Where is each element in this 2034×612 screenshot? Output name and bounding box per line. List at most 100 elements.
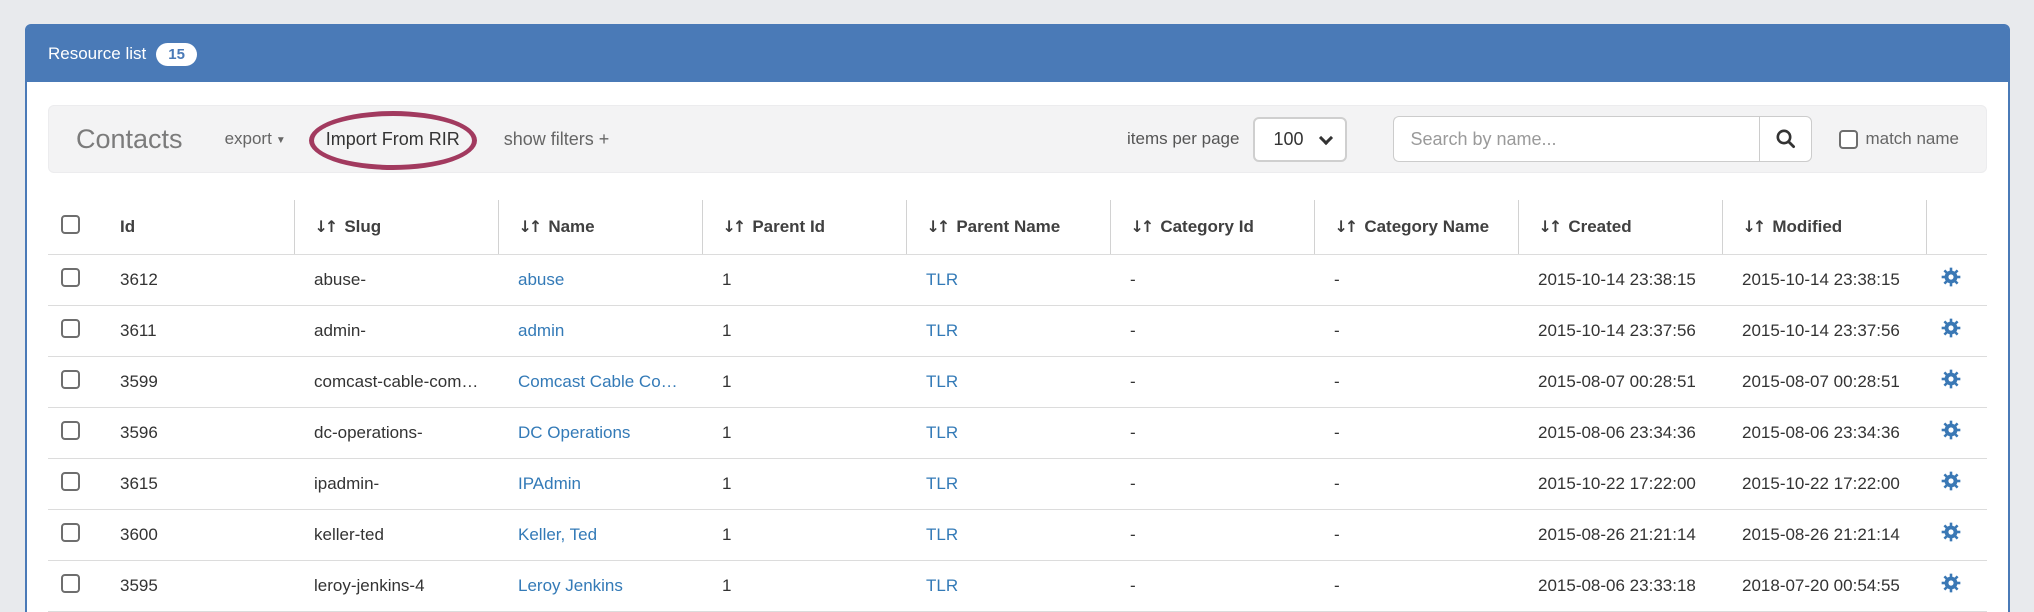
cell-category-name: - <box>1314 407 1518 459</box>
cell-category-name: - <box>1314 305 1518 357</box>
cell-parent-id: 1 <box>702 407 906 459</box>
column-header-parent-id[interactable]: ↓↑ Parent Id <box>701 200 906 255</box>
items-per-page-select-wrap: 100 <box>1253 116 1348 162</box>
name-link[interactable]: admin <box>518 320 565 340</box>
cell-name: abuse <box>498 254 702 306</box>
items-per-page-select[interactable]: 100 <box>1253 116 1348 162</box>
gear-icon <box>1941 420 1961 440</box>
table-row: 3600 keller-ted Keller, Ted 1 TLR - - 20… <box>48 509 1987 561</box>
parent-name-link[interactable]: TLR <box>926 473 959 493</box>
column-header-parent-name[interactable]: ↓↑ Parent Name <box>905 200 1110 255</box>
search-group <box>1393 116 1813 162</box>
parent-name-link[interactable]: TLR <box>926 575 959 595</box>
row-actions-button[interactable] <box>1940 419 1962 441</box>
name-link[interactable]: Leroy Jenkins <box>518 575 623 595</box>
row-actions-button[interactable] <box>1940 317 1962 339</box>
column-header-created[interactable]: ↓↑ Created <box>1517 200 1722 255</box>
gear-icon <box>1941 369 1961 389</box>
column-header-label: Slug <box>344 216 382 236</box>
row-checkbox[interactable] <box>61 420 80 440</box>
row-actions-button[interactable] <box>1940 470 1962 492</box>
row-actions-button[interactable] <box>1940 368 1962 390</box>
gear-icon <box>1941 318 1961 338</box>
export-dropdown[interactable]: export ▼ <box>225 129 286 149</box>
panel-heading: Resource list 15 <box>27 26 2008 82</box>
match-name-checkbox[interactable] <box>1839 129 1859 149</box>
select-all-checkbox[interactable] <box>61 214 80 234</box>
search-button[interactable] <box>1759 116 1813 162</box>
cell-id: 3596 <box>100 407 294 459</box>
name-link[interactable]: IPAdmin <box>518 473 581 493</box>
cell-slug: dc-operations- <box>294 407 498 459</box>
gear-icon <box>1941 267 1961 287</box>
panel-title: Resource list <box>48 44 147 63</box>
name-link[interactable]: abuse <box>518 269 565 289</box>
table-row: 3596 dc-operations- DC Operations 1 TLR … <box>48 407 1987 459</box>
cell-slug: keller-ted <box>294 509 498 561</box>
row-checkbox[interactable] <box>61 318 80 338</box>
caret-down-icon: ▼ <box>275 135 286 146</box>
sort-icon: ↓↑ <box>926 216 951 236</box>
magnifier-icon <box>1776 129 1795 149</box>
cell-modified: 2015-10-14 23:38:15 <box>1722 254 1926 306</box>
parent-name-link[interactable]: TLR <box>926 422 959 442</box>
cell-name: Comcast Cable Co… <box>498 356 702 408</box>
cell-created: 2015-10-22 17:22:00 <box>1518 458 1722 510</box>
cell-category-id: - <box>1110 458 1314 510</box>
row-checkbox[interactable] <box>61 573 80 593</box>
cell-category-name: - <box>1314 560 1518 612</box>
row-checkbox[interactable] <box>61 471 80 491</box>
resource-table: Id ↓↑ Slug ↓↑ Name ↓↑ Parent Id ↓↑ Parent Name ↓↑… <box>48 200 1987 612</box>
column-header-modified[interactable]: ↓↑ Modified <box>1721 200 1926 255</box>
items-per-page-label: items per page <box>1127 129 1240 148</box>
column-header-label: Name <box>548 216 595 236</box>
name-link[interactable]: Comcast Cable Co… <box>518 371 678 391</box>
column-header-category-id[interactable]: ↓↑ Category Id <box>1109 200 1314 255</box>
show-filters-link[interactable]: show filters + <box>503 128 610 149</box>
cell-name: Keller, Ted <box>498 509 702 561</box>
parent-name-link[interactable]: TLR <box>926 269 959 289</box>
parent-name-link[interactable]: TLR <box>926 524 959 544</box>
cell-modified: 2015-08-06 23:34:36 <box>1722 407 1926 459</box>
toolbar: Contacts export ▼ Import From RIR show fi… <box>48 105 1987 173</box>
cell-category-id: - <box>1110 254 1314 306</box>
row-actions-button[interactable] <box>1940 521 1962 543</box>
column-header-id: Id <box>100 200 294 255</box>
row-checkbox[interactable] <box>61 267 80 287</box>
parent-name-link[interactable]: TLR <box>926 371 959 391</box>
cell-name: DC Operations <box>498 407 702 459</box>
column-header-category-name[interactable]: ↓↑ Category Name <box>1313 200 1518 255</box>
cell-modified: 2015-10-22 17:22:00 <box>1722 458 1926 510</box>
cell-name: IPAdmin <box>498 458 702 510</box>
cell-category-name: - <box>1314 356 1518 408</box>
table-row: 3611 admin- admin 1 TLR - - 2015-10-14 2… <box>48 305 1987 357</box>
cell-parent-id: 1 <box>702 560 906 612</box>
cell-category-id: - <box>1110 407 1314 459</box>
cell-parent-id: 1 <box>702 305 906 357</box>
column-header-slug[interactable]: ↓↑ Slug <box>293 200 498 255</box>
sort-icon: ↓↑ <box>1130 216 1155 236</box>
cell-parent-name: TLR <box>906 509 1110 561</box>
cell-id: 3611 <box>100 305 294 357</box>
cell-slug: ipadmin- <box>294 458 498 510</box>
row-checkbox[interactable] <box>61 369 80 389</box>
cell-category-id: - <box>1110 509 1314 561</box>
cell-parent-id: 1 <box>702 509 906 561</box>
row-checkbox[interactable] <box>61 522 80 542</box>
column-header-label: Category Id <box>1160 216 1254 236</box>
cell-id: 3615 <box>100 458 294 510</box>
column-header-name[interactable]: ↓↑ Name <box>497 200 702 255</box>
search-input[interactable] <box>1393 116 1760 162</box>
cell-modified: 2018-07-20 00:54:55 <box>1722 560 1926 612</box>
table-row: 3615 ipadmin- IPAdmin 1 TLR - - 2015-10-… <box>48 458 1987 510</box>
row-actions-button[interactable] <box>1940 266 1962 288</box>
name-link[interactable]: DC Operations <box>518 422 631 442</box>
parent-name-link[interactable]: TLR <box>926 320 959 340</box>
sort-icon: ↓↑ <box>1742 216 1767 236</box>
sort-icon: ↓↑ <box>722 216 747 236</box>
column-header-label: Parent Id <box>752 216 826 236</box>
import-from-rir-button[interactable]: Import From RIR <box>325 128 460 149</box>
name-link[interactable]: Keller, Ted <box>518 524 598 544</box>
row-actions-button[interactable] <box>1940 572 1962 594</box>
cell-parent-id: 1 <box>702 356 906 408</box>
